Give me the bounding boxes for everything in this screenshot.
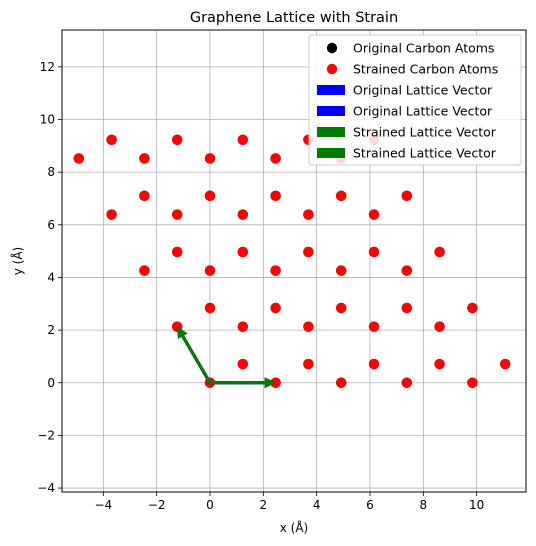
strained-atom-point [368, 246, 380, 258]
strained-atom-point [467, 302, 478, 314]
y-tick-label: 2 [47, 323, 55, 337]
strained-atom-point [467, 377, 478, 388]
strained-atom-point [237, 358, 248, 370]
legend: Original Carbon Atoms Strained Carbon Ato… [308, 34, 522, 166]
strained-atom-point [500, 358, 511, 370]
strained-atom-point [401, 377, 412, 388]
strained-atom-point [401, 265, 412, 276]
strained-atom-point [172, 209, 183, 220]
strained-atom-point [204, 265, 216, 276]
legend-label: Original Lattice Vector [353, 83, 493, 98]
strained-atom-point [237, 134, 248, 145]
strained-atom-point [270, 265, 281, 276]
strained-atom-point [303, 358, 314, 370]
strained-atom-point [336, 377, 347, 388]
strained-atom-point [401, 302, 412, 314]
strained-atom-point [368, 209, 380, 220]
x-tick-label: 0 [206, 498, 214, 512]
strained-atom-point [336, 190, 347, 202]
chart-title: Graphene Lattice with Strain [190, 10, 398, 26]
strained-atom-point [336, 265, 347, 276]
y-tick-label: −2 [37, 428, 55, 442]
legend-marker [326, 42, 338, 54]
x-tick-label: 4 [313, 498, 321, 512]
strained-atom-point [237, 321, 248, 332]
strained-atom-point [204, 190, 216, 202]
strained-atom-point [434, 358, 445, 370]
strained-atom-point [303, 246, 314, 258]
strained-atom-point [172, 246, 183, 258]
strained-atom-point [237, 246, 248, 258]
strained-lattice-vector-arrow [177, 326, 212, 384]
strained-atom-point [303, 321, 314, 332]
strained-atom-point [106, 134, 117, 145]
legend-patch [317, 148, 345, 158]
y-tick-label: 8 [47, 165, 55, 179]
strained-atom-point [401, 190, 412, 202]
y-tick-label: 12 [40, 60, 55, 74]
strained-atom-point [204, 153, 216, 164]
strained-atom-point [270, 302, 281, 314]
strained-atom-point [172, 134, 183, 145]
strained-atom-point [139, 190, 150, 202]
strained-atom-point [270, 153, 281, 164]
x-axis-label: x (Å) [280, 520, 309, 535]
legend-patch [317, 85, 345, 95]
y-tick-label: 4 [47, 270, 55, 284]
legend-label: Strained Lattice Vector [353, 146, 497, 161]
marks-layer [73, 134, 511, 389]
strained-atom-point [270, 190, 281, 202]
strained-atom-point [106, 209, 117, 220]
y-tick-label: 0 [47, 376, 55, 390]
strained-atom-point [434, 246, 445, 258]
strained-atom-point [336, 302, 347, 314]
strained-atom-point [434, 321, 445, 332]
legend-patch [317, 127, 345, 137]
x-tick-label: 6 [366, 498, 374, 512]
strained-atom-point [368, 321, 380, 332]
strained-atom-point [139, 265, 150, 276]
strained-atom-point [73, 153, 85, 164]
plot-frame [61, 29, 527, 493]
y-tick-label: 6 [47, 218, 55, 232]
x-tick-label: 8 [420, 498, 428, 512]
legend-patch [317, 106, 345, 116]
x-tick-label: 2 [260, 498, 268, 512]
ticks-layer: −4 −2 0 2 4 6 8 10 −4 −2 0 2 4 6 8 10 12 [37, 60, 484, 512]
x-tick-label: 10 [469, 498, 484, 512]
strained-atom-point [303, 209, 314, 220]
legend-label: Strained Carbon Atoms [353, 62, 498, 77]
strained-atom-point [237, 209, 248, 220]
y-tick-label: −4 [37, 481, 55, 495]
strained-atom-point [368, 358, 380, 370]
strained-atom-point [204, 302, 216, 314]
legend-label: Original Lattice Vector [353, 104, 493, 119]
y-axis-label: y (Å) [10, 247, 25, 276]
x-tick-label: −4 [94, 498, 112, 512]
strained-lattice-vector-arrow [210, 377, 276, 389]
legend-marker [326, 63, 338, 75]
legend-label: Original Carbon Atoms [353, 41, 494, 56]
strained-atom-point [139, 153, 150, 164]
legend-label: Strained Lattice Vector [353, 125, 497, 140]
x-tick-label: −2 [148, 498, 166, 512]
legend-box [308, 34, 522, 166]
y-tick-label: 10 [40, 113, 55, 127]
